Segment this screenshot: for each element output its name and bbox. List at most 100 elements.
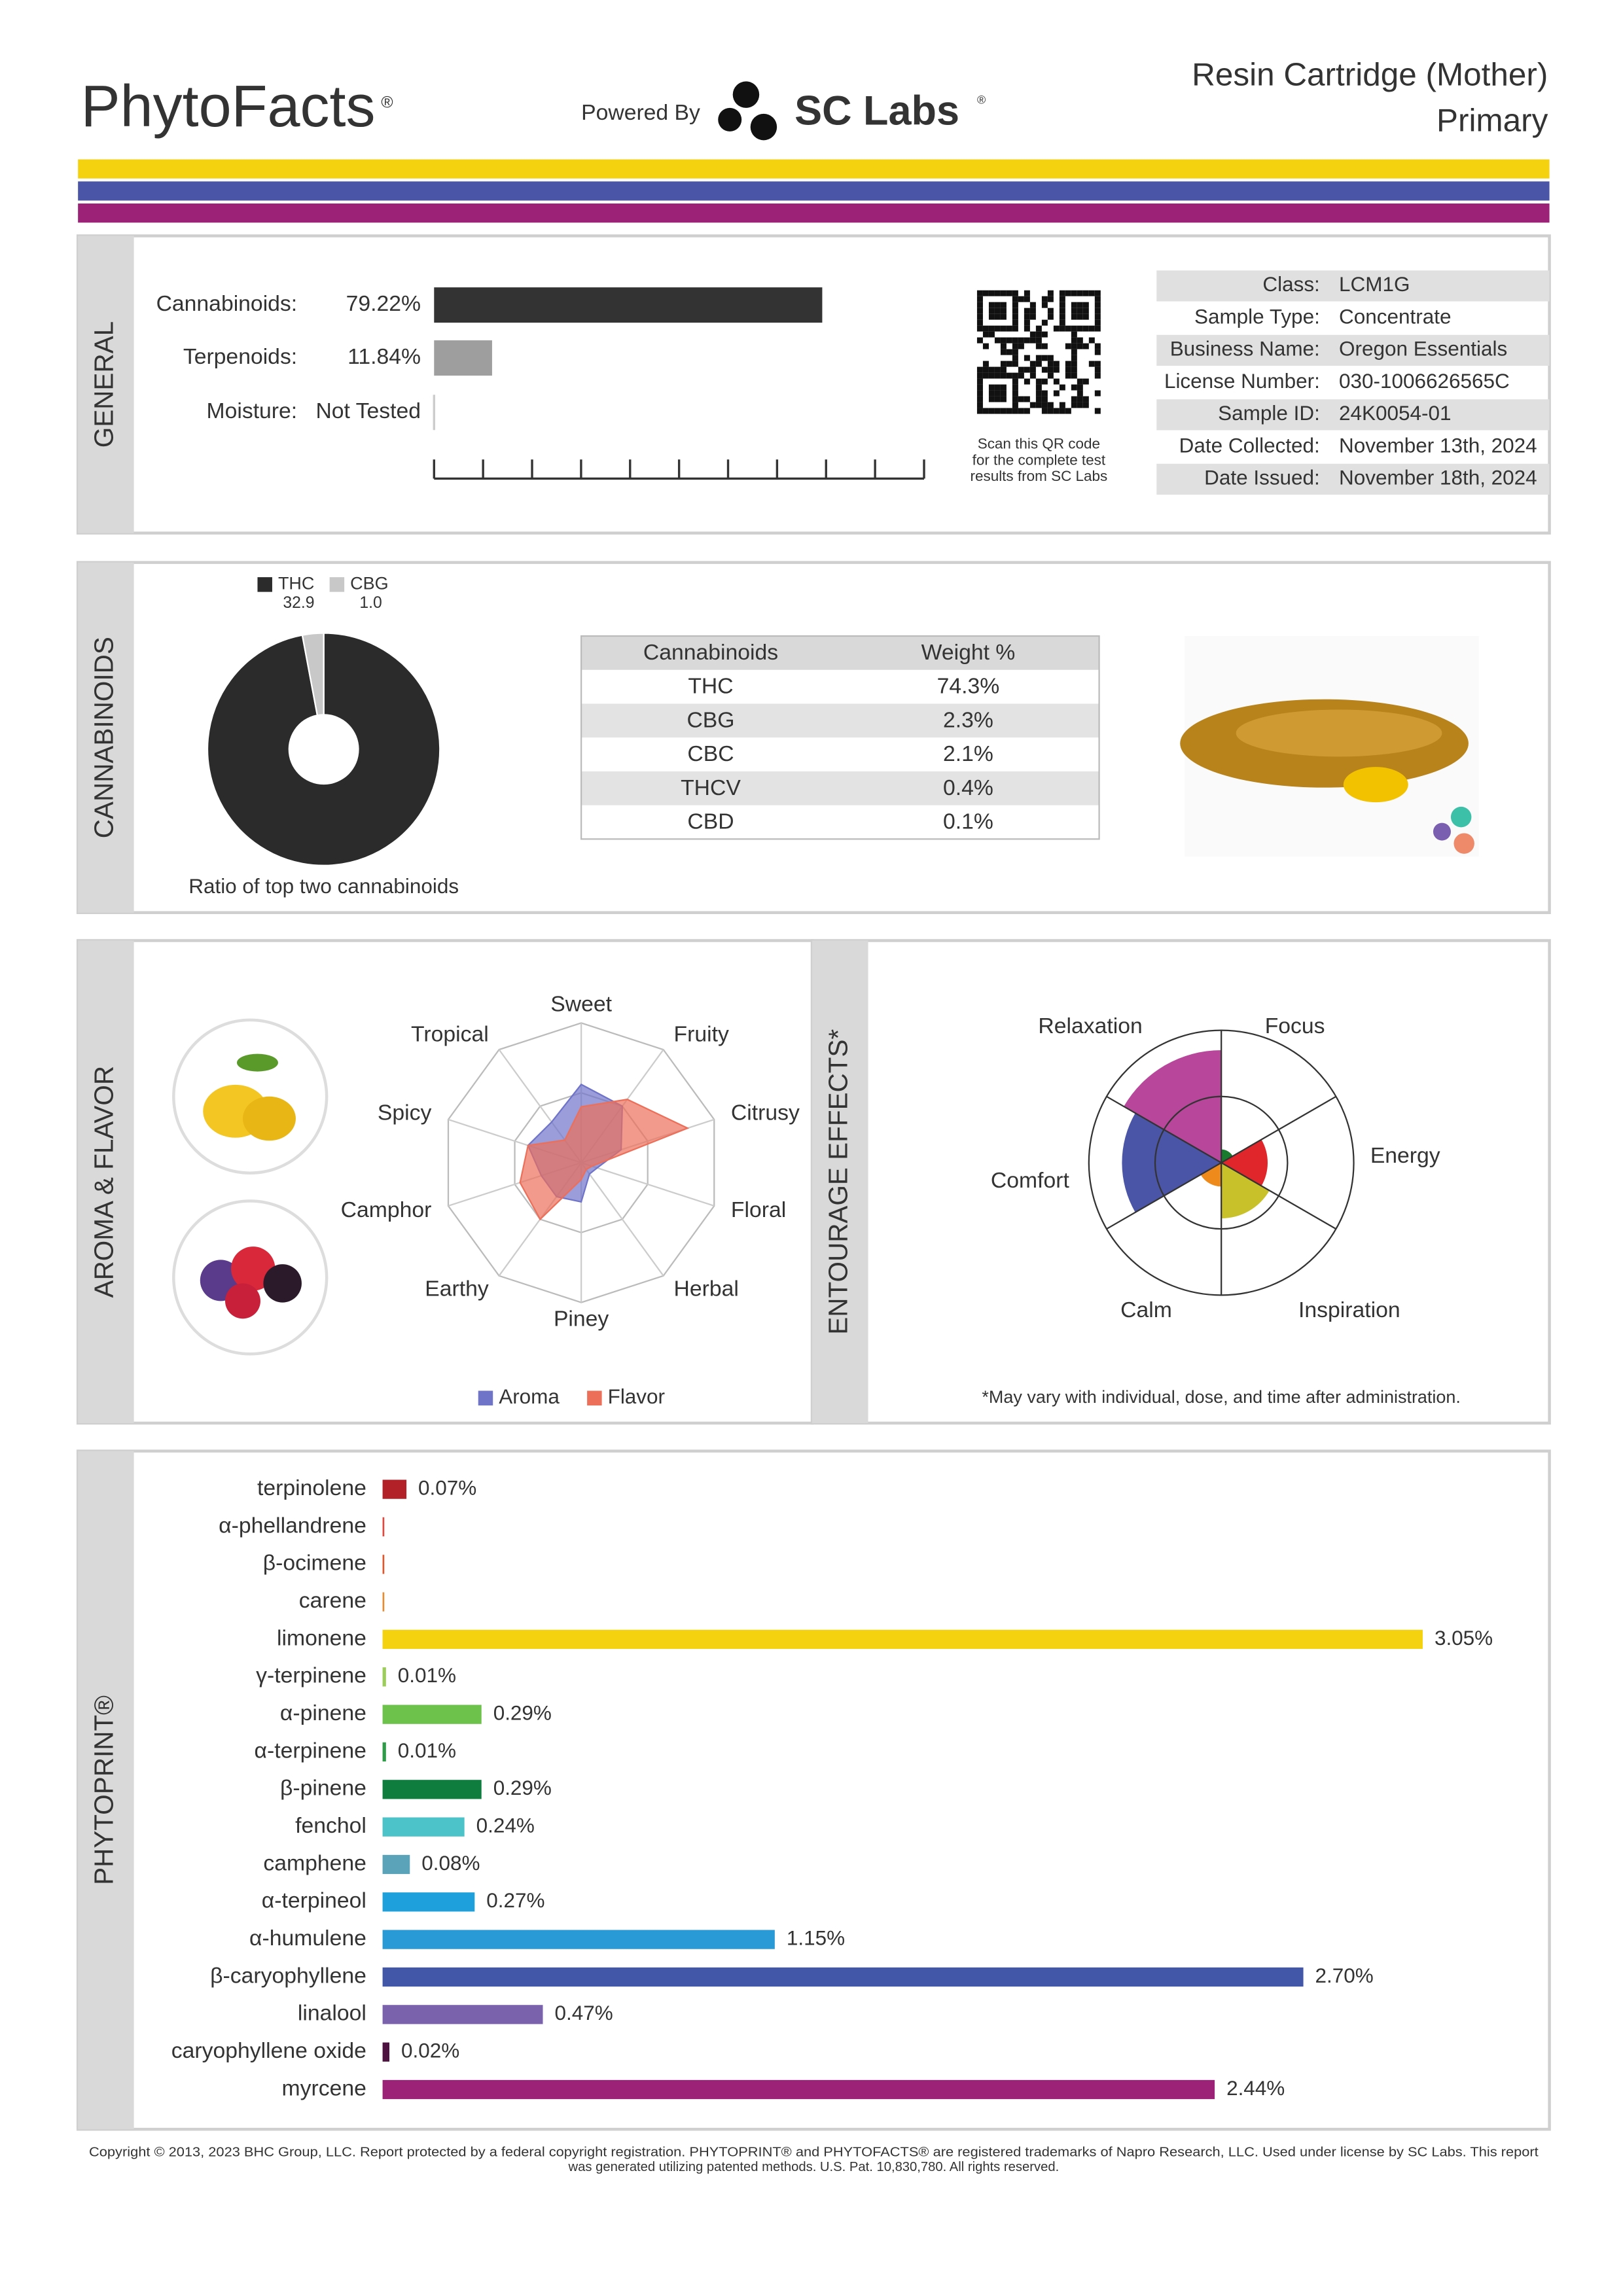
polar-sector	[1124, 1050, 1222, 1163]
row-bg	[1156, 270, 1550, 302]
qr-module	[1071, 402, 1077, 408]
qr-module	[1047, 408, 1054, 414]
qr-module	[1059, 302, 1065, 308]
table-border	[580, 635, 1100, 840]
qr-module	[1047, 355, 1054, 361]
qr-module	[1029, 331, 1036, 338]
qr-module	[1077, 325, 1083, 332]
terpene-label: caryophyllene oxide	[171, 2038, 366, 2063]
leaf	[236, 1053, 278, 1072]
qr-module	[1094, 290, 1101, 296]
qr-module	[1000, 361, 1007, 367]
qr-module	[1077, 343, 1083, 349]
qr-module	[1088, 337, 1095, 344]
terpene-label: γ-terpinene	[256, 1663, 366, 1688]
qr-module	[1059, 402, 1065, 408]
radar-spoke	[580, 1161, 715, 1207]
bar	[382, 2005, 543, 2024]
qr-module	[988, 313, 995, 320]
qr-module	[976, 366, 983, 373]
logo-dot	[1454, 833, 1474, 854]
qr-module	[1024, 319, 1030, 326]
qr-module	[982, 408, 989, 414]
qr-module	[1024, 308, 1030, 314]
qr-module	[1059, 308, 1065, 314]
polar-sector	[1200, 1162, 1222, 1187]
qr-module	[1035, 343, 1042, 349]
qr-module	[1082, 378, 1089, 385]
value-label: 0.02%	[401, 2039, 459, 2062]
qr-module	[1082, 325, 1089, 332]
powered-by: Powered By	[581, 100, 700, 125]
bar	[382, 1854, 410, 1875]
qr-module	[1065, 366, 1071, 373]
qr-module	[976, 390, 983, 397]
legend-label: Aroma	[499, 1385, 560, 1408]
polar-spoke	[1106, 1162, 1222, 1230]
qr-module	[1018, 372, 1024, 379]
row-bg	[581, 771, 1099, 805]
value-label: 0.29%	[493, 1776, 552, 1799]
qr-module	[988, 308, 995, 314]
polar-spoke	[1221, 1162, 1336, 1230]
qr-module	[1082, 313, 1089, 320]
info-value: November 13th, 2024	[1339, 434, 1537, 457]
qr-module	[994, 313, 1001, 320]
qr-module	[1041, 396, 1048, 402]
qr-module	[1065, 408, 1071, 414]
qr-module	[1012, 372, 1018, 379]
qr-module	[1006, 408, 1012, 414]
bar	[382, 2042, 390, 2062]
info-value: 030-1006626565C	[1339, 370, 1510, 393]
polar-label: Focus	[1265, 1014, 1325, 1038]
terpene-label: α-humulene	[249, 1926, 366, 1951]
qr-module	[1077, 302, 1083, 308]
table-cell: 74.3%	[937, 674, 1000, 699]
bar	[434, 340, 492, 376]
qr-module	[1000, 408, 1007, 414]
berry	[225, 1283, 260, 1319]
qr-module	[1035, 331, 1042, 338]
radar-label: Tropical	[411, 1021, 489, 1046]
qr-module	[1000, 313, 1007, 320]
qr-module	[988, 408, 995, 414]
panel-title: AROMA & FLAVOR	[89, 1066, 119, 1298]
logo-dot	[1433, 822, 1451, 841]
qr-module	[1047, 313, 1054, 320]
value-label: 1.15%	[787, 1926, 845, 1949]
qr-module	[982, 366, 989, 373]
qr-module	[1077, 384, 1083, 391]
qr-module	[1065, 372, 1071, 379]
qr-module	[1024, 366, 1030, 373]
qr-module	[976, 378, 983, 385]
qr-module	[1071, 355, 1077, 361]
table-cell: CBD	[687, 809, 734, 834]
qr-module	[1088, 361, 1095, 367]
qr-module	[1094, 325, 1101, 332]
terpene-label: terpinolene	[257, 1475, 366, 1500]
qr-module	[1000, 366, 1007, 373]
bar	[382, 1517, 385, 1537]
bar	[382, 1704, 482, 1724]
qr-module	[1047, 290, 1054, 296]
logo-dot	[1450, 806, 1472, 828]
qr-module	[1000, 302, 1007, 308]
qr-module	[994, 408, 1001, 414]
qr-module	[1006, 337, 1012, 344]
qr-module	[1000, 349, 1007, 355]
qr-module	[1029, 366, 1036, 373]
qr-module	[1029, 372, 1036, 379]
qr-module	[976, 408, 983, 414]
bar	[434, 287, 823, 323]
qr-module	[1012, 355, 1018, 361]
qr-module	[988, 390, 995, 397]
terpene-label: α-pinene	[280, 1701, 366, 1725]
bar	[382, 1479, 407, 1499]
panel-band	[812, 940, 868, 1423]
qr-module	[1029, 402, 1036, 408]
terpene-label: carene	[299, 1588, 366, 1613]
qr-module	[1012, 337, 1018, 344]
qr-module	[1012, 290, 1018, 296]
legend-swatch	[587, 1390, 602, 1405]
value-label: 0.07%	[418, 1476, 476, 1499]
